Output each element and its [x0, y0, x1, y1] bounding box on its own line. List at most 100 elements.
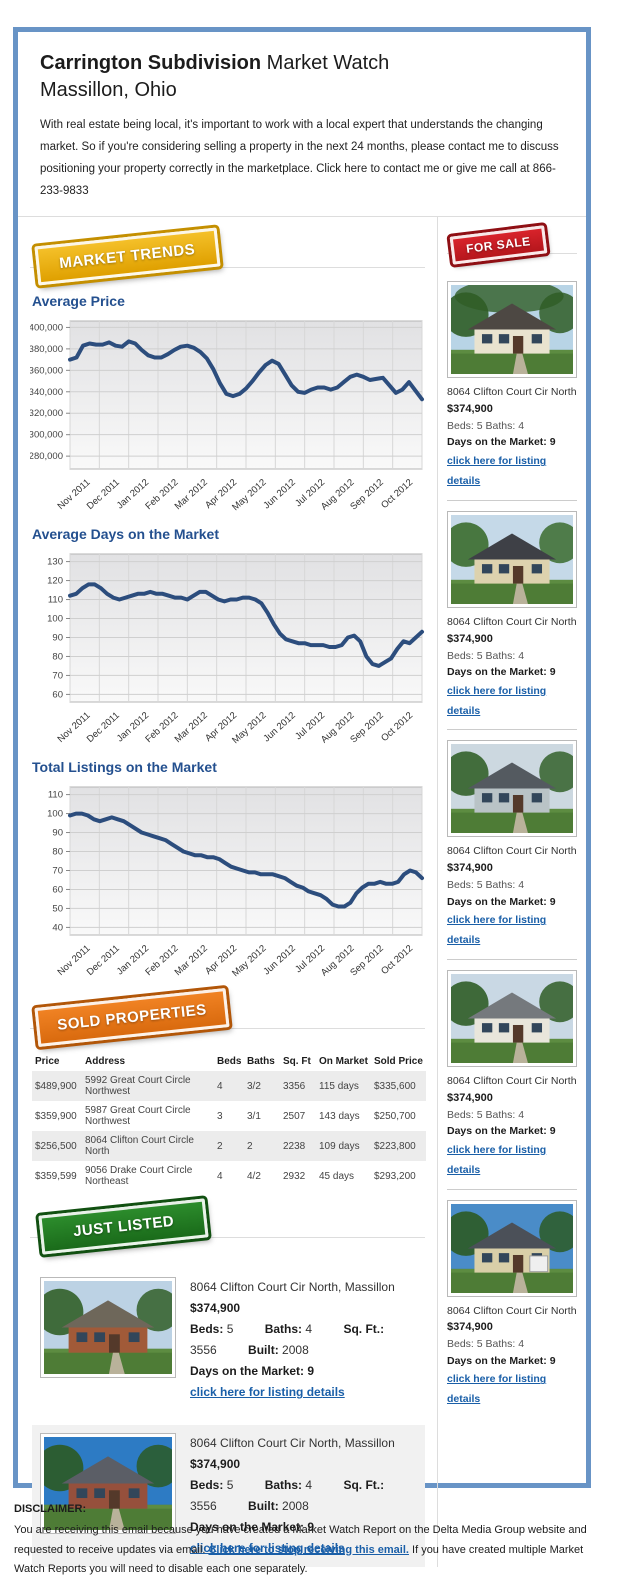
sqft-label: Sq. Ft.:	[343, 1478, 385, 1493]
svg-text:60: 60	[52, 690, 63, 701]
divider	[447, 959, 577, 961]
listing-details-link[interactable]: click here for listing details	[447, 914, 547, 947]
cell-address: 8064 Clifton Court Circle North	[85, 1135, 194, 1158]
svg-text:Mar 2012: Mar 2012	[173, 710, 210, 745]
listing-days-on-market: Days on the Market: 9	[447, 1354, 556, 1367]
svg-text:40: 40	[52, 923, 63, 934]
cell-baths: 3/1	[247, 1110, 261, 1122]
table-row: $359,900 5987 Great Court Circle Northwe…	[32, 1101, 426, 1131]
newsletter-frame: Carrington Subdivision Market Watch Mass…	[13, 27, 591, 1568]
cell-sold-price: $293,200	[374, 1170, 416, 1182]
built-label: Built:	[248, 1343, 279, 1358]
listing-photo[interactable]	[447, 1199, 577, 1297]
svg-text:$400,000: $400,000	[30, 323, 63, 334]
listing-photo[interactable]	[447, 281, 577, 379]
svg-text:130: 130	[47, 557, 63, 568]
svg-text:Jun 2012: Jun 2012	[261, 943, 297, 977]
cell-baths: 3/2	[247, 1080, 261, 1092]
listing-specs: Beds: 5 Baths: 4 Sq. Ft.: 3556 Built: 20…	[190, 1475, 417, 1517]
listing-address: 8064 Clifton Court Cir North, Massillon	[190, 1280, 395, 1295]
listing-photo[interactable]	[40, 1277, 176, 1379]
listing-days-on-market: Days on the Market: 9	[190, 1520, 315, 1535]
just-listed-section-head: JUST LISTED	[30, 1198, 425, 1259]
cell-address: 5987 Great Court Circle Northwest	[85, 1105, 191, 1128]
col-address: Address	[85, 1056, 126, 1068]
svg-text:$320,000: $320,000	[30, 409, 63, 420]
listing-address: 8064 Clifton Court Cir North	[447, 1304, 577, 1317]
cell-beds: 4	[217, 1080, 223, 1092]
beds-label: Beds:	[190, 1322, 224, 1337]
listing-details-link[interactable]: click here for listing details	[447, 455, 547, 488]
listing-days-on-market: Days on the Market: 9	[190, 1364, 315, 1379]
listing-price: $374,900	[190, 1301, 241, 1316]
listing-days-on-market: Days on the Market: 9	[447, 1125, 556, 1138]
svg-text:$300,000: $300,000	[30, 430, 63, 441]
listing-details-link[interactable]: click here for listing details	[447, 684, 547, 717]
beds-value: 5	[226, 1478, 234, 1493]
svg-text:$360,000: $360,000	[30, 366, 63, 377]
svg-text:Mar 2012: Mar 2012	[173, 477, 210, 512]
for-sale-listing: 8064 Clifton Court Cir North $374,900 Be…	[447, 1199, 577, 1410]
for-sale-sidebar: FOR SALE 8064 Clifton Court Cir North $3…	[438, 217, 586, 1567]
listing-beds-baths: Beds: 5 Baths: 4	[447, 649, 525, 662]
content-columns: MARKET TRENDS Average Price $280,000 $300…	[18, 217, 586, 1568]
divider	[447, 1188, 577, 1190]
svg-text:Dec 2011: Dec 2011	[85, 477, 122, 512]
svg-text:Oct 2012: Oct 2012	[379, 943, 415, 977]
cell-baths: 4/2	[247, 1170, 261, 1182]
svg-text:90: 90	[52, 828, 63, 839]
listing-info: 8064 Clifton Court Cir North, Massillon …	[190, 1277, 417, 1403]
main-column: MARKET TRENDS Average Price $280,000 $300…	[18, 217, 438, 1568]
cell-on-market: 143 days	[319, 1110, 360, 1122]
divider	[30, 267, 425, 269]
col-baths: Baths	[247, 1056, 275, 1068]
svg-text:Jun 2012: Jun 2012	[261, 477, 297, 511]
svg-text:100: 100	[47, 809, 63, 820]
listing-info: 8064 Clifton Court Cir North, Massillon …	[190, 1433, 417, 1559]
average-price-chart-block: Average Price $280,000 $300,000 $320,000 $3…	[30, 293, 425, 520]
svg-text:60: 60	[52, 885, 63, 896]
listing-photo[interactable]	[447, 510, 577, 608]
built-value: 2008	[282, 1499, 309, 1514]
cell-sqft: 2507	[283, 1110, 306, 1122]
sqft-value: 3556	[190, 1499, 217, 1514]
listing-price: $374,900	[447, 1091, 493, 1104]
disclaimer: DISCLAIMER: You are receiving this email…	[14, 1500, 606, 1579]
disclaimer-after: If you have created multiple Market Watc…	[14, 1543, 584, 1575]
cell-sqft: 2932	[283, 1170, 306, 1182]
average-days-chart-block: Average Days on the Market 60 70 80 90 100 11…	[30, 526, 425, 753]
listing-address: 8064 Clifton Court Cir North	[447, 1075, 577, 1088]
cell-sold-price: $223,800	[374, 1140, 416, 1152]
unsubscribe-link[interactable]: Click here to stop receiving this email.	[208, 1543, 409, 1556]
header: Carrington Subdivision Market Watch Mass…	[18, 32, 586, 218]
cell-address: 9056 Drake Court Circle Northeast	[85, 1165, 193, 1188]
svg-text:110: 110	[48, 790, 63, 801]
listing-details-link[interactable]: click here for listing details	[447, 1143, 547, 1176]
listing-photo[interactable]	[40, 1433, 176, 1535]
for-sale-listing: 8064 Clifton Court Cir North $374,900 Be…	[447, 281, 577, 501]
listing-details-link[interactable]: click here for listing details	[447, 1373, 547, 1406]
svg-text:Jun 2012: Jun 2012	[261, 710, 297, 744]
cell-on-market: 115 days	[319, 1080, 359, 1092]
baths-label: Baths:	[264, 1478, 303, 1493]
listing-details-link[interactable]: click here for listing details	[190, 1385, 345, 1400]
cell-beds: 4	[217, 1170, 223, 1182]
listing-address: 8064 Clifton Court Cir North	[447, 386, 577, 399]
disclaimer-before: You are receiving this email because you…	[14, 1524, 587, 1556]
for-sale-listing: 8064 Clifton Court Cir North $374,900 Be…	[447, 510, 577, 731]
svg-text:80: 80	[52, 652, 63, 663]
page-subtitle: Massillon, Ohio	[40, 79, 177, 101]
market-trends-badge: MARKET TRENDS	[34, 227, 221, 286]
baths-value: 4	[305, 1478, 313, 1493]
listing-photo[interactable]	[447, 970, 577, 1068]
listing-photo[interactable]	[447, 740, 577, 838]
listing-beds-baths: Beds: 5 Baths: 4	[447, 879, 525, 892]
built-value: 2008	[282, 1343, 309, 1358]
svg-text:Oct 2012: Oct 2012	[379, 710, 415, 744]
cell-price: $359,900	[35, 1110, 77, 1122]
listing-details-link[interactable]: click here for listing details	[190, 1541, 345, 1556]
disclaimer-heading: DISCLAIMER:	[14, 1503, 87, 1515]
